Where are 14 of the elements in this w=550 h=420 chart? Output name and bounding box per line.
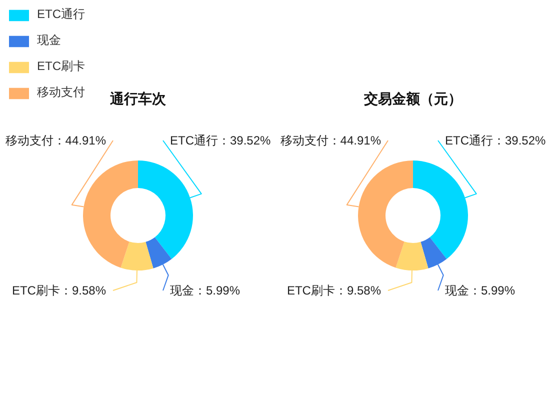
data-label: ETC通行：39.52% <box>445 134 546 148</box>
data-label: ETC通行：39.52% <box>170 134 272 148</box>
slice-label: 交易金额（元） <box>363 90 462 106</box>
legend-label: 现金 <box>37 32 61 49</box>
slice-label: 通行车次 <box>109 90 167 106</box>
data-label: 现金：5.99% <box>445 284 516 298</box>
legend-label: ETC刷卡 <box>37 58 85 75</box>
data-label: 移动支付：44.91% <box>5 134 106 148</box>
data-label: ETC刷卡：9.58% <box>12 284 106 298</box>
data-label: 移动支付：44.91% <box>280 134 382 148</box>
data-label: ETC刷卡：9.58% <box>286 284 382 298</box>
legend-label: 移动支付 <box>37 84 85 101</box>
data-label: 现金：5.99% <box>170 284 240 298</box>
legend-label: ETC通行 <box>37 6 85 23</box>
